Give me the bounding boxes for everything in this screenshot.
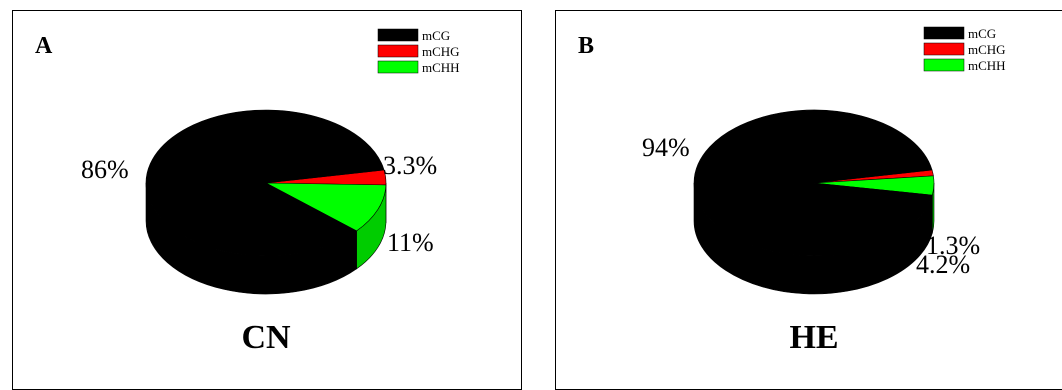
legend-swatch-mCG	[378, 29, 418, 41]
data-label-mCHH: 4.2%	[916, 250, 970, 279]
panel-letter: B	[578, 33, 594, 59]
legend-label-mCHH: mCHH	[422, 60, 460, 75]
legend-swatch-mCG	[924, 27, 964, 39]
pie-3d-group	[694, 110, 934, 294]
condition-label: HE	[789, 319, 838, 356]
legend-label-mCG: mCG	[968, 26, 996, 41]
data-label-mCG: 94%	[642, 133, 690, 162]
legend-swatch-mCHH	[378, 61, 418, 73]
data-label-mCHH: 11%	[387, 228, 434, 257]
legend-label-mCG: mCG	[422, 28, 450, 43]
legend-swatch-mCHG	[924, 43, 964, 55]
data-label-mCG: 86%	[81, 155, 129, 184]
panel-letter: A	[35, 33, 53, 59]
legend-swatch-mCHG	[378, 45, 418, 57]
pie-3d-group	[146, 110, 386, 294]
legend-label-mCHG: mCHG	[422, 44, 460, 59]
condition-label: CN	[241, 319, 291, 356]
legend-label-mCHH: mCHH	[968, 58, 1006, 73]
legend-swatch-mCHH	[924, 59, 964, 71]
legend-label-mCHG: mCHG	[968, 42, 1006, 57]
data-label-mCHG: 3.3%	[383, 151, 437, 180]
